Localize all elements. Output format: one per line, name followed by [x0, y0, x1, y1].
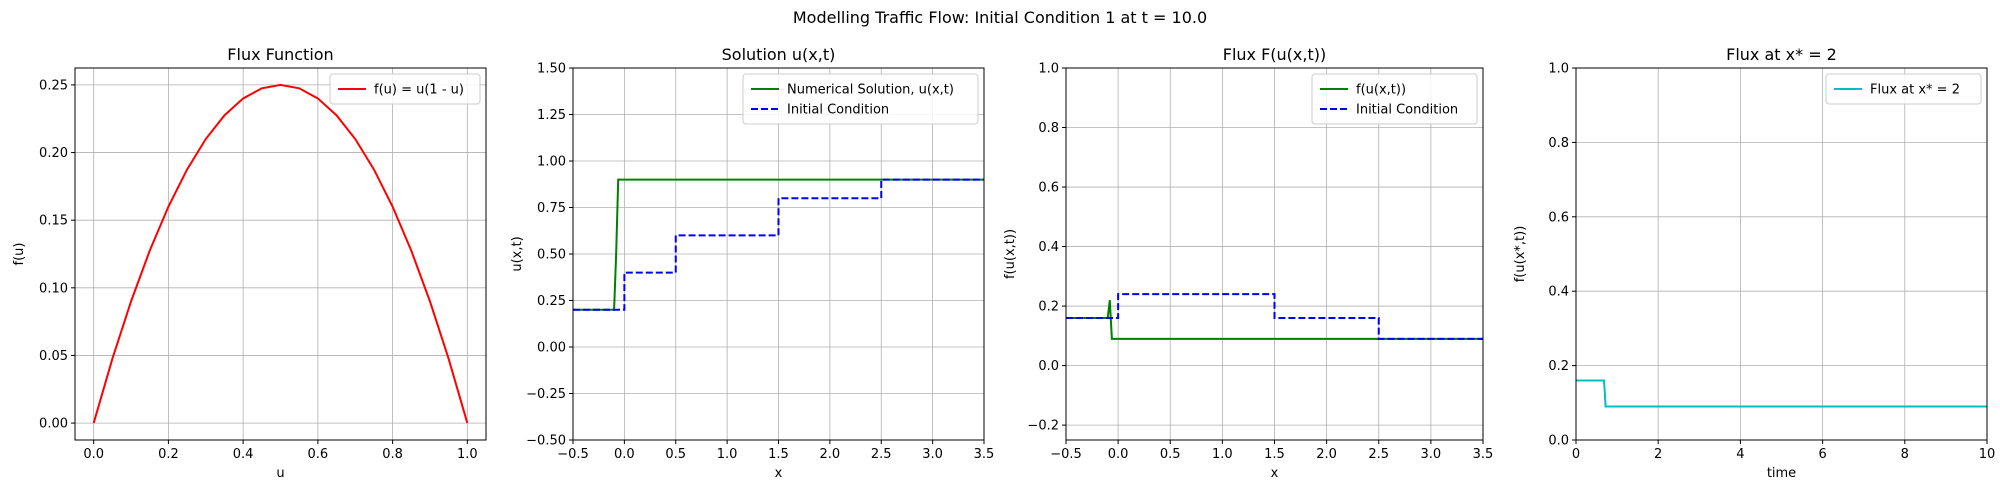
legend-label: f(u) = u(1 - u) — [374, 83, 464, 98]
y-tick-label: 0.4 — [1038, 240, 1059, 255]
y-tick-label: 0.15 — [39, 214, 68, 229]
figure-suptitle: Modelling Traffic Flow: Initial Conditio… — [792, 8, 1208, 27]
subplot-title: Solution u(x,t) — [722, 45, 836, 64]
x-tick-label: 0.4 — [233, 447, 254, 462]
x-tick-label: 1.5 — [1264, 447, 1285, 462]
legend: f(u(x,t)) Initial Condition — [1311, 73, 1478, 125]
legend-box — [1311, 73, 1478, 125]
x-axis-label: u — [276, 466, 284, 481]
y-tick-label: 0.25 — [39, 78, 68, 93]
legend-box — [1825, 73, 1982, 105]
subplot-title: Flux at x* = 2 — [1726, 45, 1837, 64]
x-tick-label: 10 — [1979, 447, 1996, 462]
axes-frame — [1575, 67, 1988, 441]
x-tick-label: 4 — [1736, 447, 1744, 462]
x-tick-label: 0.5 — [665, 447, 686, 462]
y-tick-label: 0.20 — [39, 146, 68, 161]
subplot-1: 0.0 0.2 0.4 0.6 0.8 1.0 0.00 0.05 0.10 0.15 0.20 0.… — [12, 45, 487, 481]
y-axis-label: u(x,t) — [510, 236, 525, 271]
x-tick-label: 3.0 — [922, 447, 943, 462]
series-line-1 — [573, 178, 984, 311]
x-tick-label: 2 — [1654, 447, 1662, 462]
x-tick-label: 2.0 — [820, 447, 841, 462]
y-tick-label: −0.50 — [526, 434, 566, 449]
legend-label: f(u(x,t)) — [1356, 83, 1406, 98]
legend-box — [742, 73, 979, 125]
x-tick-label: 0.0 — [83, 447, 104, 462]
x-tick-label: 1.5 — [768, 447, 789, 462]
y-axis-label: f(u(x,t)) — [1003, 229, 1018, 279]
x-tick-label: 0 — [1572, 447, 1580, 462]
y-tick-label: −0.2 — [1027, 419, 1059, 434]
x-tick-label: 1.0 — [1212, 447, 1233, 462]
x-tick-label: 0.5 — [1160, 447, 1181, 462]
y-tick-label: 0.6 — [1548, 210, 1569, 225]
x-tick-label: 0.6 — [308, 447, 329, 462]
y-tick-label: 0.4 — [1548, 285, 1569, 300]
legend-label: Flux at x* = 2 — [1870, 83, 1960, 98]
axes-frame — [74, 67, 487, 441]
legend: Flux at x* = 2 — [1825, 73, 1982, 105]
x-tick-label: 0.0 — [614, 447, 635, 462]
series-line-1 — [92, 83, 469, 424]
legend-label: Initial Condition — [787, 103, 889, 118]
y-tick-label: 0.2 — [1038, 300, 1059, 315]
y-tick-label: 0.50 — [537, 248, 566, 263]
x-tick-label: 2.0 — [1316, 447, 1337, 462]
x-tick-label: 0.2 — [158, 447, 179, 462]
y-tick-label: 0.8 — [1548, 136, 1569, 151]
x-tick-label: 6 — [1818, 447, 1826, 462]
x-axis-label: x — [1271, 466, 1279, 481]
subplot-title: Flux F(u(x,t)) — [1223, 45, 1326, 64]
x-tick-label: 1.0 — [457, 447, 478, 462]
subplot-4: 0 2 4 6 8 10 0.0 0.2 0.4 0.6 0.8 1.0 Flux at x* = 2 t… — [1513, 45, 1995, 481]
y-tick-label: 1.00 — [537, 155, 566, 170]
x-tick-label: 3.0 — [1421, 447, 1442, 462]
y-tick-label: 0.00 — [537, 341, 566, 356]
y-tick-label: 0.05 — [39, 349, 68, 364]
y-tick-label: 0.6 — [1038, 181, 1059, 196]
x-tick-label: 3.5 — [974, 447, 995, 462]
legend: Numerical Solution, u(x,t) Initial Condit… — [742, 73, 979, 125]
y-tick-label: 1.0 — [1548, 62, 1569, 77]
legend-label: Numerical Solution, u(x,t) — [787, 83, 954, 98]
subplot-3: −0.5 0.0 0.5 1.0 1.5 2.0 2.5 3.0 3.5 −0.2 0.0 0.2 0.… — [1003, 45, 1493, 481]
x-axis-label: x — [775, 466, 783, 481]
x-tick-label: −0.5 — [1050, 447, 1082, 462]
x-tick-label: 2.5 — [1368, 447, 1389, 462]
legend-box — [329, 73, 481, 105]
y-tick-label: 0.8 — [1038, 121, 1059, 136]
y-axis-label: f(u) — [12, 243, 27, 266]
y-tick-label: 0.0 — [1548, 434, 1569, 449]
subplot-title: Flux Function — [227, 45, 333, 64]
series-line-2 — [1066, 293, 1483, 340]
x-tick-label: 0.0 — [1108, 447, 1129, 462]
legend: f(u) = u(1 - u) — [329, 73, 481, 105]
x-tick-label: −0.5 — [557, 447, 589, 462]
y-tick-label: 0.75 — [537, 201, 566, 216]
subplot-2: −0.5 0.0 0.5 1.0 1.5 2.0 2.5 3.0 3.5 −0.50 −0.25 0.… — [510, 45, 994, 481]
y-tick-label: 1.25 — [537, 108, 566, 123]
y-axis-label: f(u(x*,t)) — [1513, 226, 1528, 283]
y-tick-label: −0.25 — [526, 387, 566, 402]
y-tick-label: 0.2 — [1548, 359, 1569, 374]
x-tick-label: 0.8 — [382, 447, 403, 462]
x-tick-label: 1.0 — [717, 447, 738, 462]
y-tick-label: 1.0 — [1038, 62, 1059, 77]
y-tick-label: 1.50 — [537, 62, 566, 77]
series-line-1 — [1576, 379, 1987, 408]
x-axis-label: time — [1767, 466, 1796, 481]
y-tick-label: 0.25 — [537, 294, 566, 309]
y-tick-label: 0.10 — [39, 281, 68, 296]
x-tick-label: 3.5 — [1473, 447, 1494, 462]
legend-label: Initial Condition — [1356, 103, 1458, 118]
y-tick-label: 0.00 — [39, 417, 68, 432]
series-line-1 — [1066, 300, 1483, 340]
y-tick-label: 0.0 — [1038, 359, 1059, 374]
x-tick-label: 2.5 — [871, 447, 892, 462]
x-tick-label: 8 — [1901, 447, 1909, 462]
